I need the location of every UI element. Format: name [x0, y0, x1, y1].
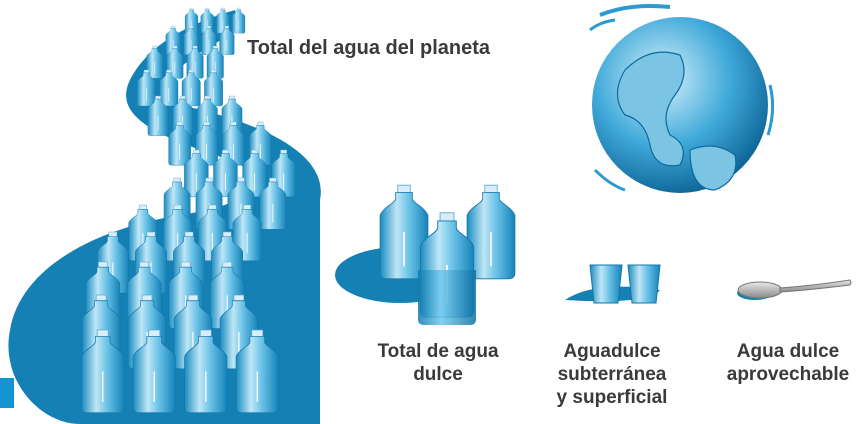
corner-tab: [0, 378, 14, 408]
infographic: Total del agua del planeta Total de agua…: [0, 0, 867, 424]
ground-label-line: Aguadulce: [563, 341, 660, 362]
ground-label-line: y superficial: [557, 387, 668, 408]
usable-label-line: Agua dulce: [737, 341, 839, 362]
page: Total del agua del planeta Total de agua…: [0, 0, 867, 424]
bottle-stream: [82, 8, 296, 413]
planet-label: Total del agua del planeta: [247, 37, 491, 59]
spoon: [737, 280, 851, 300]
globe: [590, 6, 773, 193]
glasses: [565, 265, 660, 303]
fresh-label-line: Total de agua: [377, 341, 498, 362]
ground-label-line: subterránea: [558, 364, 667, 385]
fresh-label-line: dulce: [413, 364, 463, 385]
usable-label-line: aprovechable: [727, 364, 850, 385]
fresh-water-group: [335, 185, 515, 325]
